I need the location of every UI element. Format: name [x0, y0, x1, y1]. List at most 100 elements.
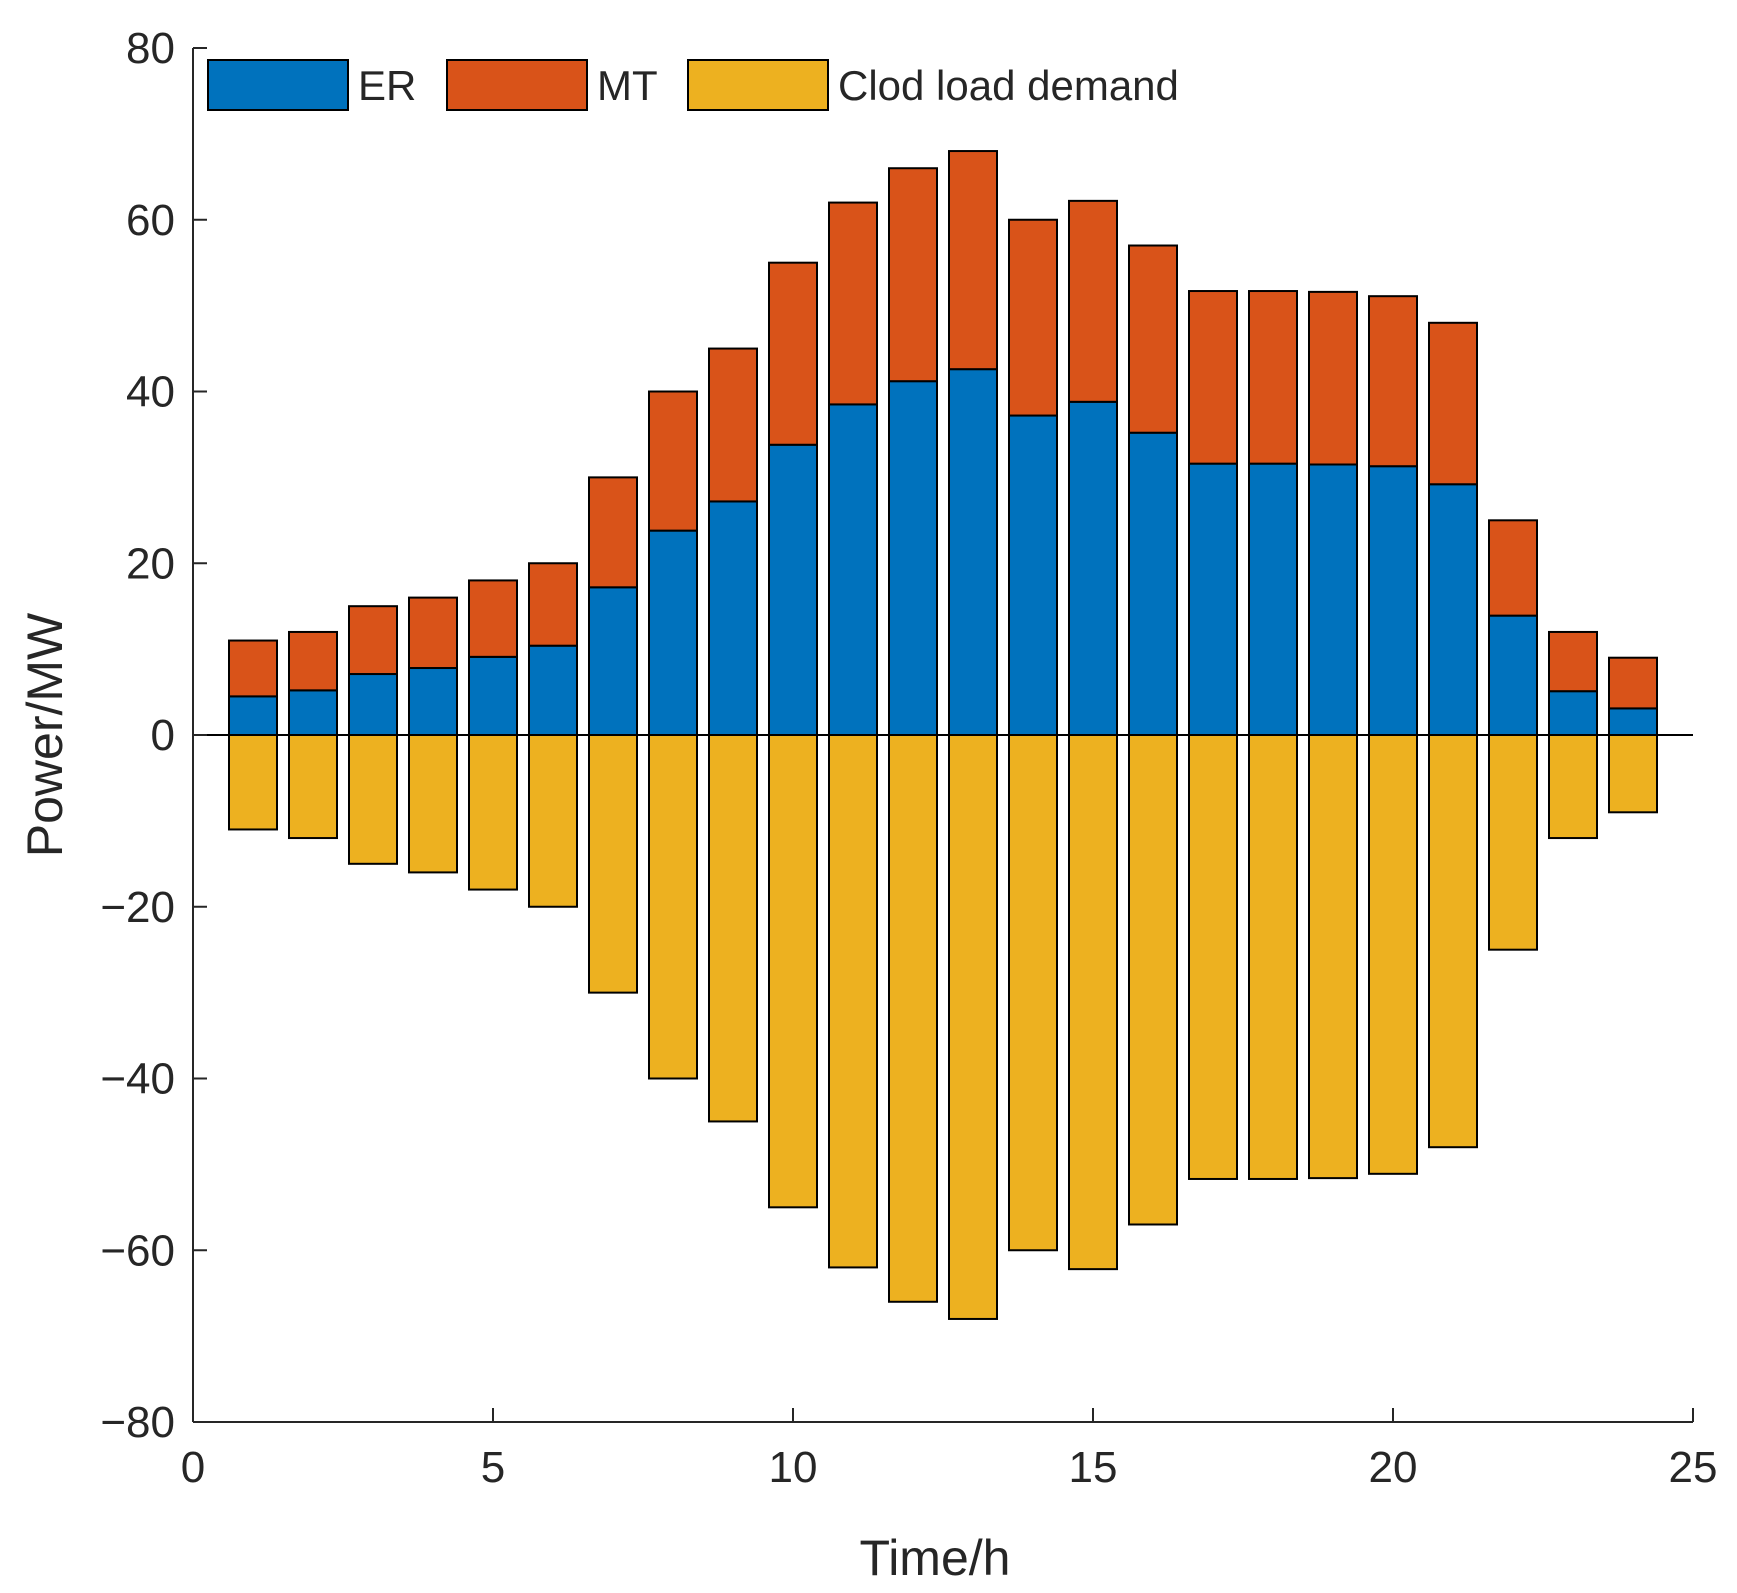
bar-mt-9 — [708, 347, 758, 503]
bar-er-7 — [588, 586, 638, 736]
legend-swatch-mt — [446, 59, 588, 111]
y-tick-label: −60 — [100, 1226, 175, 1275]
bar-clod-load-demand-3 — [348, 734, 398, 865]
bar-clod-load-demand-6 — [528, 734, 578, 908]
bar-mt-5 — [468, 579, 518, 658]
bar-mt-3 — [348, 605, 398, 676]
bar-mt-6 — [528, 562, 578, 647]
bar-er-24 — [1608, 707, 1658, 737]
bar-mt-18 — [1248, 290, 1298, 465]
bar-er-16 — [1128, 431, 1178, 736]
bar-clod-load-demand-23 — [1548, 734, 1598, 840]
bar-clod-load-demand-14 — [1008, 734, 1058, 1252]
bar-er-5 — [468, 655, 518, 736]
y-tick-label: 20 — [126, 539, 175, 588]
legend: ER MT Clod load demand — [207, 59, 1179, 111]
y-tick-label: 0 — [151, 711, 175, 760]
bar-er-4 — [408, 667, 458, 737]
bar-clod-load-demand-2 — [288, 734, 338, 840]
bar-mt-17 — [1188, 290, 1238, 465]
bar-er-21 — [1428, 483, 1478, 736]
bar-er-22 — [1488, 614, 1538, 737]
bar-er-13 — [948, 368, 998, 736]
bar-er-11 — [828, 403, 878, 736]
bar-er-2 — [288, 689, 338, 736]
bar-clod-load-demand-12 — [888, 734, 938, 1303]
y-tick-label: 40 — [126, 368, 175, 417]
x-tick-label: 15 — [1069, 1443, 1118, 1492]
y-tick-label: −40 — [100, 1055, 175, 1104]
bar-mt-10 — [768, 261, 818, 446]
bar-mt-15 — [1068, 199, 1118, 403]
bar-mt-1 — [228, 639, 278, 698]
bar-er-18 — [1248, 462, 1298, 736]
bar-mt-23 — [1548, 630, 1598, 693]
bar-mt-20 — [1368, 295, 1418, 468]
legend-label-mt: MT — [597, 62, 658, 109]
bar-er-20 — [1368, 465, 1418, 736]
bar-clod-load-demand-9 — [708, 734, 758, 1123]
y-tick-label: −80 — [100, 1398, 175, 1447]
bar-er-8 — [648, 529, 698, 736]
x-tick-label: 0 — [181, 1443, 205, 1492]
bar-clod-load-demand-20 — [1368, 734, 1418, 1175]
bar-er-23 — [1548, 690, 1598, 737]
bar-clod-load-demand-8 — [648, 734, 698, 1080]
bar-clod-load-demand-10 — [768, 734, 818, 1209]
bar-mt-24 — [1608, 656, 1658, 710]
bar-clod-load-demand-19 — [1308, 734, 1358, 1180]
legend-swatch-er — [207, 59, 349, 111]
bar-clod-load-demand-18 — [1248, 734, 1298, 1180]
bar-mt-12 — [888, 167, 938, 383]
x-tick-label: 20 — [1369, 1443, 1418, 1492]
bar-clod-load-demand-5 — [468, 734, 518, 891]
bar-er-17 — [1188, 462, 1238, 736]
bar-clod-load-demand-15 — [1068, 734, 1118, 1271]
bar-er-6 — [528, 644, 578, 736]
legend-label-er: ER — [358, 62, 416, 109]
bar-mt-8 — [648, 390, 698, 532]
y-tick-label: −20 — [100, 883, 175, 932]
bar-mt-4 — [408, 596, 458, 670]
bar-clod-load-demand-17 — [1188, 734, 1238, 1180]
bar-clod-load-demand-1 — [228, 734, 278, 831]
bar-clod-load-demand-24 — [1608, 734, 1658, 814]
bar-mt-13 — [948, 150, 998, 371]
legend-swatch-clod-load-demand — [687, 59, 829, 111]
bar-mt-14 — [1008, 218, 1058, 417]
bar-mt-22 — [1488, 519, 1538, 617]
y-axis-title: Power/MW — [17, 612, 73, 857]
bar-er-19 — [1308, 463, 1358, 736]
legend-item-er: ER — [207, 59, 416, 111]
ticks-layer: −80 −60 −40 −20 0 20 40 60 80 0 5 10 15 20 25 — [100, 24, 1717, 1492]
bar-mt-11 — [828, 201, 878, 406]
bar-mt-19 — [1308, 290, 1358, 466]
axes-layer — [192, 48, 1693, 1423]
bar-clod-load-demand-21 — [1428, 734, 1478, 1149]
bar-mt-21 — [1428, 321, 1478, 486]
bar-clod-load-demand-13 — [948, 734, 998, 1320]
x-tick-label: 5 — [481, 1443, 505, 1492]
bar-er-3 — [348, 673, 398, 737]
bar-mt-16 — [1128, 244, 1178, 434]
bar-mt-7 — [588, 476, 638, 589]
bar-clod-load-demand-22 — [1488, 734, 1538, 951]
bar-clod-load-demand-4 — [408, 734, 458, 874]
bars-layer — [228, 150, 1658, 1320]
bar-er-15 — [1068, 400, 1118, 736]
bar-clod-load-demand-16 — [1128, 734, 1178, 1226]
bar-er-14 — [1008, 414, 1058, 736]
x-tick-label: 10 — [769, 1443, 818, 1492]
y-tick-label: 60 — [126, 196, 175, 245]
legend-item-mt: MT — [446, 59, 658, 111]
x-axis-title: Time/h — [860, 1530, 1011, 1586]
bar-er-10 — [768, 443, 818, 736]
bar-er-1 — [228, 695, 278, 736]
bar-mt-2 — [288, 630, 338, 692]
legend-label-clod-load-demand: Clod load demand — [838, 62, 1179, 109]
bar-clod-load-demand-7 — [588, 734, 638, 994]
legend-item-clod-load-demand: Clod load demand — [687, 59, 1179, 111]
y-tick-label: 80 — [126, 24, 175, 73]
